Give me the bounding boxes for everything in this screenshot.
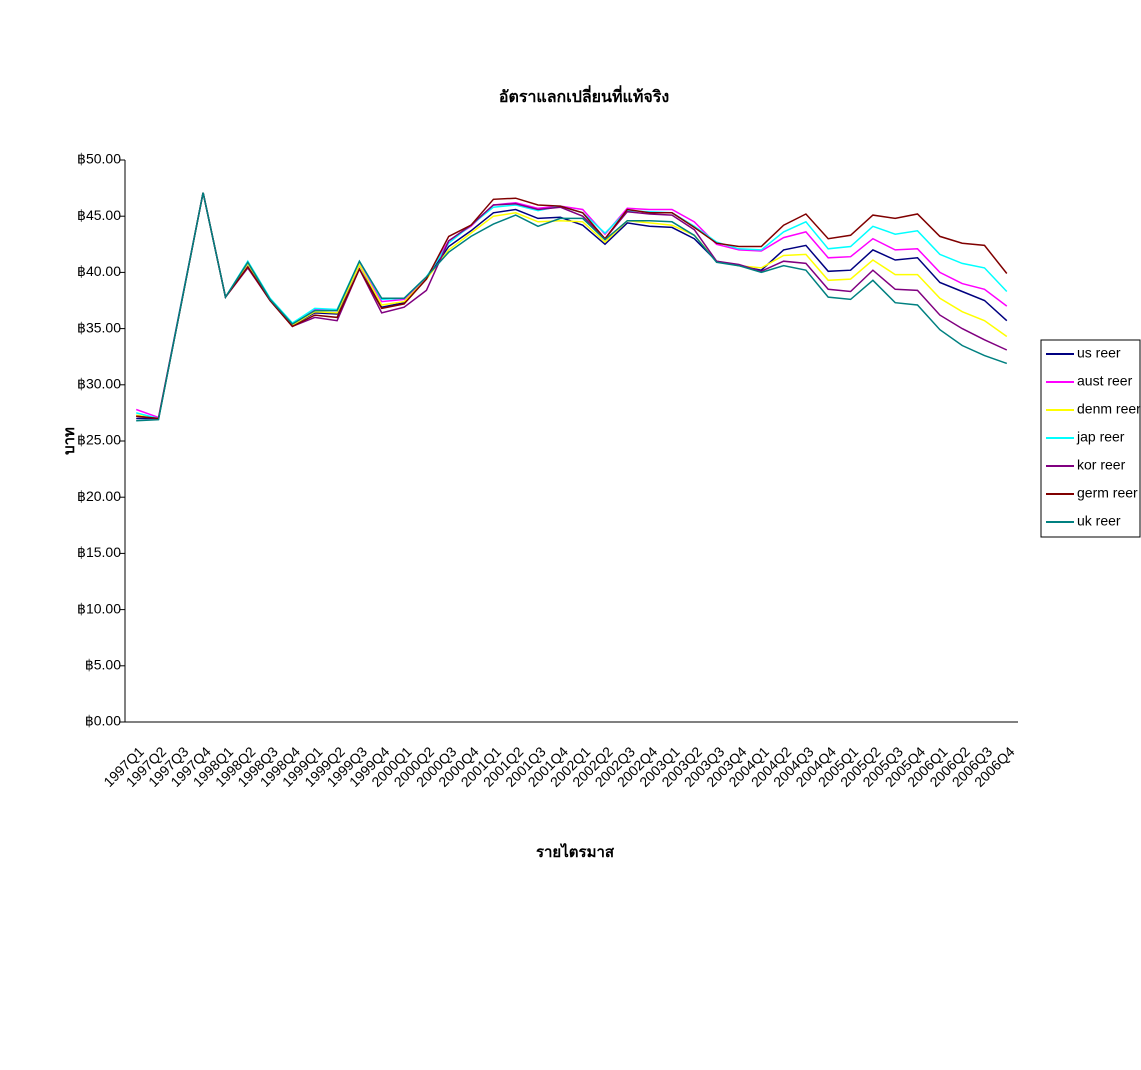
series-line xyxy=(135,192,1008,419)
legend-label: aust reer xyxy=(1077,373,1133,389)
y-axis-title: บาท xyxy=(61,427,78,455)
chart-title: อัตราแลกเปลี่ยนที่แท้จริง xyxy=(499,85,669,106)
series-line xyxy=(136,192,1008,420)
legend-label: germ reer xyxy=(1077,485,1138,501)
y-tick-label: ฿20.00 xyxy=(77,488,121,504)
y-tick-label: ฿35.00 xyxy=(77,319,121,335)
legend-label: kor reer xyxy=(1077,457,1126,473)
series-line xyxy=(136,192,1008,420)
y-tick-label: ฿30.00 xyxy=(77,376,121,392)
legend-label: denm reer xyxy=(1077,401,1141,417)
series-line xyxy=(136,192,1008,420)
y-tick-label: ฿0.00 xyxy=(85,713,121,729)
series-line xyxy=(136,192,1008,420)
y-tick-label: ฿5.00 xyxy=(85,657,121,673)
series-line xyxy=(136,192,1008,420)
legend-label: uk reer xyxy=(1077,513,1121,529)
x-axis-title: รายไตรมาส xyxy=(536,842,615,861)
y-tick-label: ฿40.00 xyxy=(77,263,121,279)
y-tick-label: ฿45.00 xyxy=(77,207,121,223)
y-tick-label: ฿50.00 xyxy=(77,151,121,167)
y-tick-label: ฿10.00 xyxy=(77,600,121,616)
y-tick-label: ฿25.00 xyxy=(77,432,121,448)
legend-label: us reer xyxy=(1077,345,1121,361)
series-line xyxy=(136,192,1008,422)
y-tick-label: ฿15.00 xyxy=(77,544,121,560)
legend-label: jap reer xyxy=(1076,429,1125,445)
